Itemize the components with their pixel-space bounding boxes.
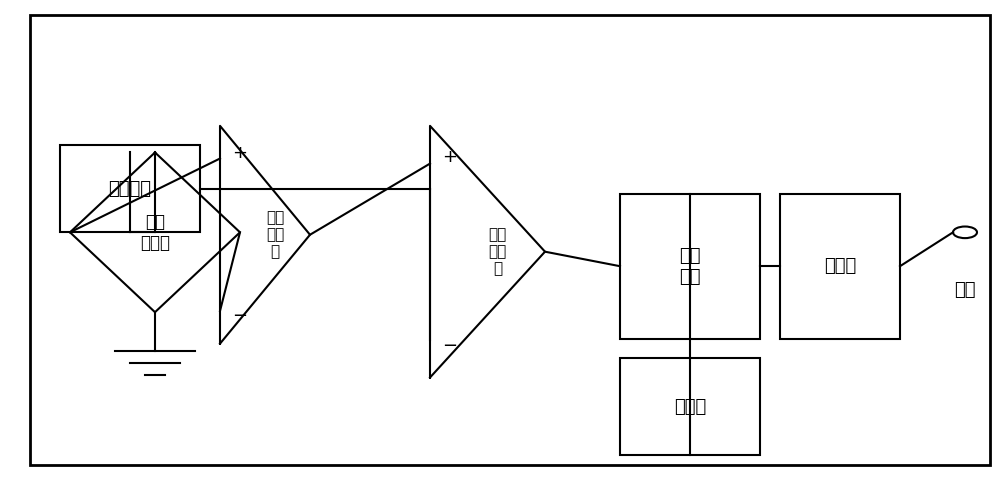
Text: +: +	[442, 148, 457, 166]
Bar	[60, 145, 200, 232]
Text: 锁存器: 锁存器	[824, 257, 856, 275]
Text: −: −	[442, 337, 457, 355]
Text: 迟滞
比较
器: 迟滞 比较 器	[488, 227, 507, 276]
Text: 逻辑
控制: 逻辑 控制	[679, 247, 701, 286]
Text: 霍尔
感应区: 霍尔 感应区	[140, 213, 170, 252]
Text: +: +	[232, 144, 247, 162]
Text: 偏置基准: 偏置基准	[108, 180, 152, 198]
Bar	[620, 194, 760, 339]
Bar	[620, 358, 760, 455]
Text: 振荡器: 振荡器	[674, 397, 706, 416]
Text: 电压
放大
器: 电压 放大 器	[266, 210, 284, 259]
Bar	[780, 194, 900, 339]
Text: −: −	[232, 307, 247, 325]
Text: 输出: 输出	[954, 281, 976, 299]
